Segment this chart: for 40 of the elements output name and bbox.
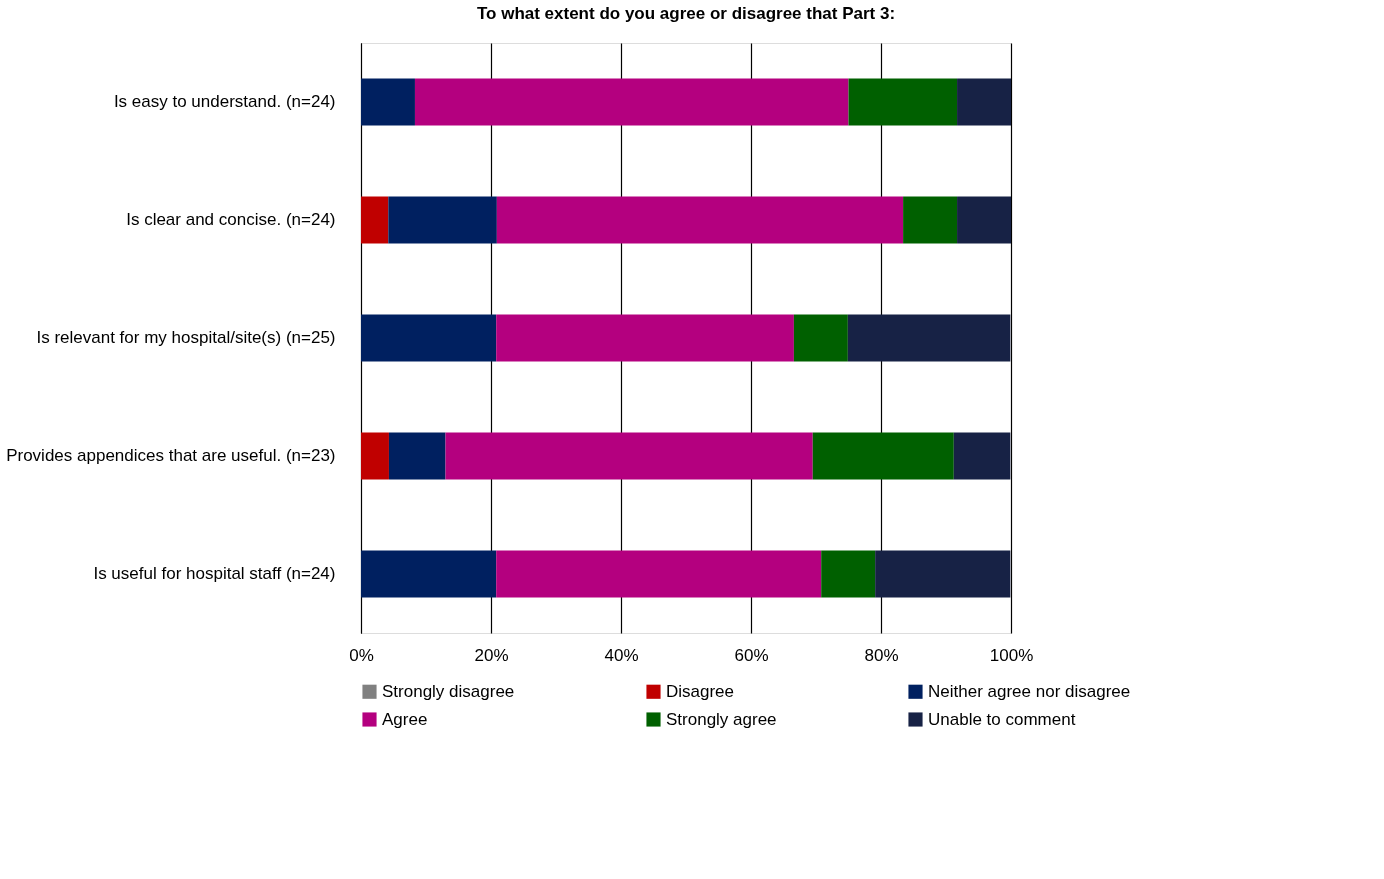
x-tick-label: 20% xyxy=(474,645,509,665)
bar xyxy=(361,550,497,598)
y-tick-label: Is clear and concise. (n=24) xyxy=(126,210,336,229)
bar xyxy=(388,432,446,480)
x-tick-label: 80% xyxy=(864,645,899,665)
chart-title: To what extent do you agree or disagree that Part 3: xyxy=(476,4,896,23)
bar xyxy=(496,314,794,362)
legend-label: Agree xyxy=(382,709,428,729)
y-tick-label: Provides appendices that are useful. (n=23) xyxy=(6,446,336,465)
legend-label: Disagree xyxy=(666,681,735,701)
legend-label: Neither agree nor disagree xyxy=(928,681,1131,701)
y-tick-label: Is useful for hospital staff (n=24) xyxy=(93,564,336,583)
bar xyxy=(957,196,1011,244)
bar xyxy=(496,550,822,598)
bar xyxy=(821,550,876,598)
x-tick-label: 100% xyxy=(989,645,1034,665)
bar xyxy=(903,196,958,244)
bar xyxy=(848,78,958,126)
legend-label: Strongly agree xyxy=(666,709,777,729)
bar xyxy=(496,196,904,244)
bar xyxy=(361,314,497,362)
bar xyxy=(793,314,848,362)
bar xyxy=(875,550,1011,598)
x-tick-label: 60% xyxy=(734,645,769,665)
bar xyxy=(847,314,1011,362)
bar xyxy=(414,78,849,126)
y-tick-label: Is easy to understand. (n=24) xyxy=(113,92,336,111)
bar xyxy=(445,432,813,480)
y-tick-label: Is relevant for my hospital/site(s) (n=25) xyxy=(36,328,336,347)
bar xyxy=(953,432,1011,480)
legend-label: Strongly disagree xyxy=(382,681,515,701)
bar xyxy=(812,432,954,480)
x-tick-label: 0% xyxy=(349,645,374,665)
bar xyxy=(388,196,497,244)
legend-label: Unable to comment xyxy=(928,709,1076,729)
bar xyxy=(361,196,389,244)
bar xyxy=(957,78,1011,126)
bar xyxy=(361,78,415,126)
bar xyxy=(361,432,389,480)
x-tick-label: 40% xyxy=(604,645,639,665)
